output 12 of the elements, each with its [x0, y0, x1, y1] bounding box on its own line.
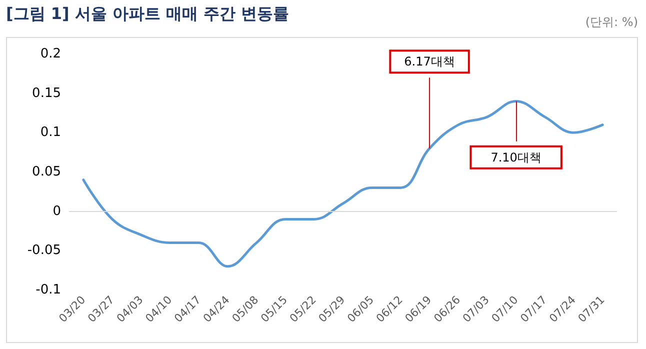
y-tick-label: -0.05: [27, 243, 61, 258]
annotation: 7.10대책: [490, 150, 542, 164]
annotation: 6.17대책: [404, 54, 455, 69]
y-tick-label: 0.15: [32, 86, 61, 101]
chart-title: [그림 1] 서울 아파트 매매 주간 변동률: [6, 4, 290, 25]
y-tick-label: 0: [52, 204, 61, 219]
y-tick-label: 0.2: [40, 46, 61, 62]
y-tick-label: 0.1: [40, 125, 61, 140]
text: (단위: %): [585, 14, 638, 31]
line-series: [82, 100, 604, 268]
y-tick-label: 0.05: [32, 164, 61, 180]
y-tick-label: -0.1: [36, 282, 61, 298]
